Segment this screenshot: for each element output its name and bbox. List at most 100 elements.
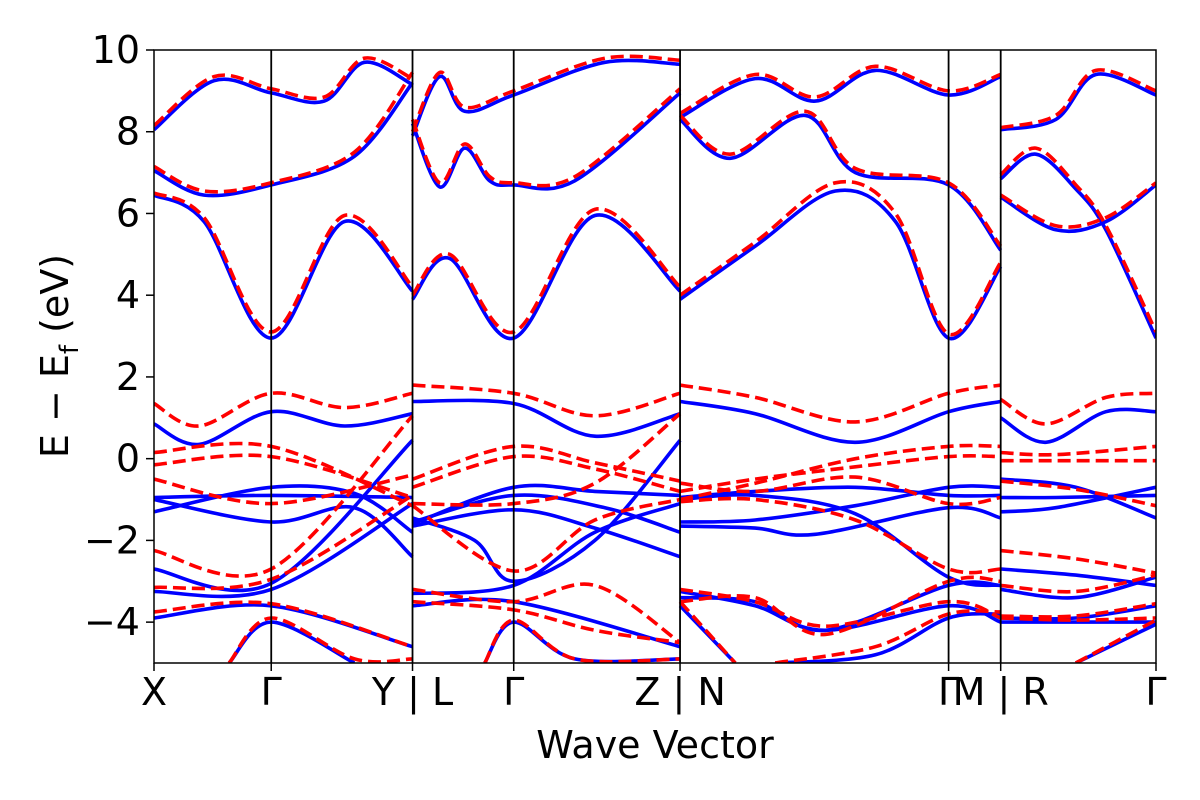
x-tick-label: Γ — [503, 670, 524, 714]
band-line-red-dashed — [1000, 68, 1156, 130]
band-line-red-dashed — [679, 383, 1001, 424]
band-line-red-dashed — [1000, 616, 1156, 622]
band-line-red-dashed — [411, 454, 681, 494]
y-tick-label: 0 — [116, 437, 140, 481]
band-line-blue-solid — [412, 398, 681, 439]
band-line-blue-solid — [154, 81, 414, 198]
y-tick-label: 6 — [116, 191, 140, 235]
x-tick-label: Γ — [261, 670, 282, 714]
band-line-blue-solid — [412, 507, 681, 559]
band-line-blue-solid — [1000, 72, 1156, 132]
band-line-blue-solid — [999, 152, 1156, 339]
x-tick-label: Y | L — [371, 670, 453, 715]
band-line-red-dashed — [680, 496, 1001, 575]
y-tick-label: 2 — [116, 355, 140, 399]
band-line-red-dashed — [679, 575, 1001, 637]
x-tick-label: M | R — [953, 670, 1049, 715]
band-line-red-dashed — [1000, 601, 1156, 619]
band-line-blue-solid — [154, 193, 414, 340]
band-line-red-dashed — [679, 443, 1001, 502]
y-axis-label-subscript: f — [55, 344, 85, 354]
band-line-blue-solid — [680, 505, 1002, 537]
band-line-red-dashed — [412, 412, 682, 507]
band-line-red-dashed — [411, 444, 681, 483]
band-line-red-dashed — [412, 582, 682, 645]
band-line-blue-solid — [1000, 604, 1156, 621]
band-line-blue-solid — [411, 213, 682, 340]
band-line-red-dashed — [678, 109, 1003, 248]
band-line-red-dashed — [1000, 444, 1156, 457]
y-tick-label: 8 — [116, 110, 140, 154]
band-line-red-dashed — [999, 181, 1156, 229]
band-line-blue-solid — [411, 483, 681, 526]
band-line-red-dashed — [154, 391, 413, 428]
x-tick-label: X — [141, 670, 167, 714]
band-line-red-dashed — [679, 475, 1002, 507]
band-line-blue-solid — [1000, 575, 1156, 600]
y-tick-label: −4 — [84, 600, 140, 644]
band-line-red-dashed — [412, 383, 681, 418]
band-line-red-dashed — [678, 600, 737, 663]
y-tick-label: −2 — [84, 518, 140, 562]
band-line-red-dashed — [154, 191, 414, 334]
band-line-red-dashed — [154, 473, 413, 506]
band-line-red-dashed — [999, 391, 1156, 426]
y-axis-label-unit: (eV) — [33, 254, 77, 345]
band-line-blue-solid — [999, 183, 1156, 234]
band-line-blue-solid — [1000, 477, 1156, 520]
band-line-red-dashed — [411, 207, 682, 334]
band-line-red-dashed — [679, 179, 1003, 337]
band-line-blue-solid — [154, 439, 414, 593]
band-line-blue-solid — [154, 409, 413, 447]
band-line-red-dashed — [412, 599, 681, 645]
band-line-red-dashed — [154, 71, 414, 194]
band-line-blue-solid — [680, 493, 1001, 588]
band-line-blue-solid — [412, 597, 681, 649]
band-line-red-dashed — [1000, 548, 1156, 575]
y-tick-label: 10 — [92, 28, 140, 72]
y-axis-ticks: 10 8 6 4 2 0 −2 −4 — [84, 28, 154, 644]
plot-frame — [153, 49, 1157, 664]
band-line-red-dashed — [1000, 573, 1156, 594]
band-line-blue-solid — [679, 485, 1001, 500]
band-line-red-dashed — [227, 616, 413, 663]
band-line-blue-solid — [154, 60, 414, 132]
band-line-blue-solid — [679, 188, 1003, 341]
band-line-red-dashed — [1000, 479, 1156, 508]
band-line-blue-solid — [154, 497, 414, 559]
band-line-blue-solid — [1000, 493, 1156, 500]
band-line-blue-solid — [775, 611, 1001, 663]
band-line-red-dashed — [679, 587, 1002, 628]
band-line-red-dashed — [154, 56, 414, 127]
band-line-blue-solid — [227, 620, 356, 663]
high-symmetry-lines — [270, 50, 1002, 663]
x-axis-label: Wave Vector — [536, 723, 774, 767]
band-line-blue-solid — [411, 439, 682, 584]
band-line-blue-solid — [679, 68, 1002, 120]
band-line-red-dashed — [1074, 618, 1156, 663]
band-line-blue-solid — [154, 493, 413, 500]
band-line-blue-solid — [410, 91, 682, 191]
series-blue-solid — [154, 58, 1156, 663]
y-tick-label: 4 — [116, 273, 140, 317]
band-line-blue-solid — [1075, 622, 1156, 663]
x-tick-label: Γ — [1145, 670, 1166, 714]
band-line-blue-solid — [679, 580, 1001, 633]
bands-layer — [154, 54, 1156, 663]
band-line-blue-solid — [1000, 485, 1156, 514]
x-tick-label: Γ — [938, 670, 959, 714]
y-axis-label: E − Ef (eV) — [33, 254, 85, 458]
band-line-blue-solid — [410, 58, 681, 137]
band-line-red-dashed — [679, 454, 1001, 494]
band-line-blue-solid — [412, 501, 681, 596]
band-line-blue-solid — [154, 484, 414, 534]
band-line-red-dashed — [483, 618, 681, 663]
band-line-blue-solid — [680, 484, 1001, 524]
y-axis-label-main: E − E — [33, 354, 77, 458]
x-tick-label: Z | N — [634, 670, 725, 715]
band-line-red-dashed — [411, 497, 681, 573]
band-line-red-dashed — [410, 54, 681, 133]
band-line-blue-solid — [999, 407, 1156, 445]
